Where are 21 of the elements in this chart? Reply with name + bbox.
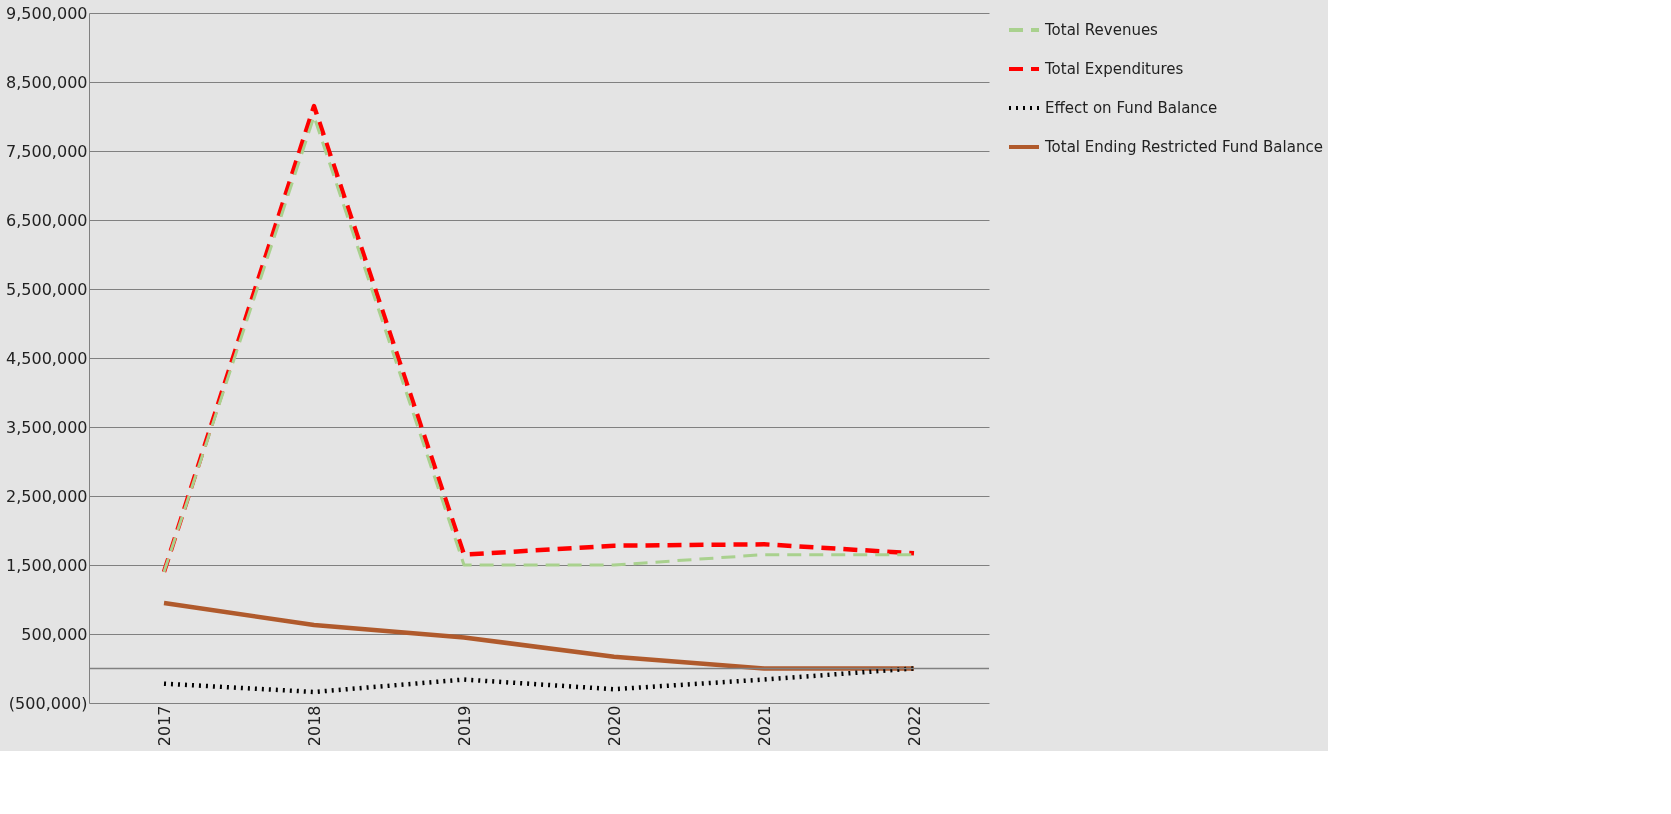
x-tick-label: 2021 (754, 705, 774, 747)
x-tick-label: 2017 (154, 705, 174, 747)
legend-label: Total Expenditures (1044, 60, 1184, 78)
x-tick-label: 2019 (454, 705, 474, 747)
x-tick-label: 2022 (904, 705, 924, 747)
y-tick-label: 6,500,000 (6, 210, 88, 230)
y-tick-label: (500,000) (8, 693, 88, 713)
y-tick-label: 7,500,000 (6, 141, 88, 161)
y-tick-label: 4,500,000 (6, 348, 88, 368)
legend-label: Total Ending Restricted Fund Balance (1044, 138, 1323, 156)
y-tick-label: 8,500,000 (6, 72, 88, 92)
x-tick-label: 2018 (304, 705, 324, 747)
y-tick-label: 500,000 (21, 624, 88, 644)
legend-label: Effect on Fund Balance (1045, 99, 1218, 117)
x-tick-label: 2020 (604, 705, 624, 747)
y-tick-label: 3,500,000 (6, 417, 88, 437)
y-tick-label: 9,500,000 (6, 3, 88, 23)
legend-label: Total Revenues (1044, 21, 1159, 39)
y-tick-label: 2,500,000 (6, 486, 88, 506)
y-tick-label: 1,500,000 (6, 555, 88, 575)
y-tick-label: 5,500,000 (6, 279, 88, 299)
